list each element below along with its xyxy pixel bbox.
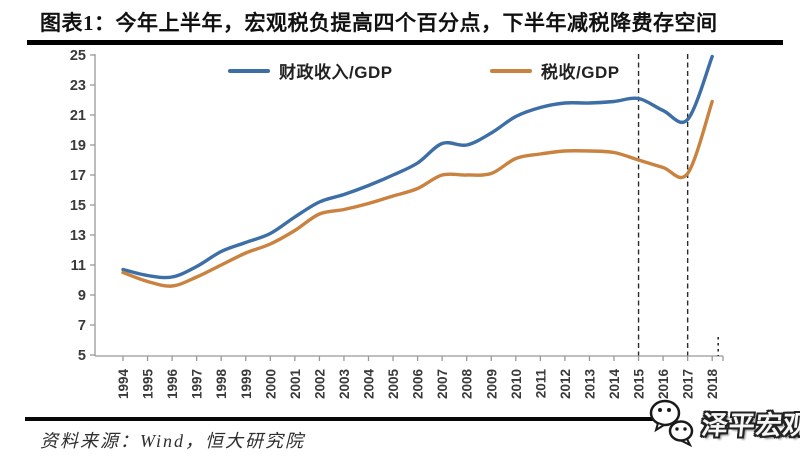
x-tick-label-2016: 2016 xyxy=(656,369,671,400)
x-tick-label-2003: 2003 xyxy=(337,369,352,400)
x-tick-label-2015: 2015 xyxy=(632,369,647,400)
y-tick-label: 17 xyxy=(70,168,86,184)
x-tick-label-2007: 2007 xyxy=(435,369,450,399)
x-tick-label-1996: 1996 xyxy=(165,369,180,400)
x-tick-label-2014: 2014 xyxy=(607,369,622,400)
x-tick-label-2012: 2012 xyxy=(558,369,573,399)
x-tick-label-2013: 2013 xyxy=(582,369,597,400)
legend-label-fiscal-revenue: 财政收入/GDP xyxy=(279,63,393,82)
chat-bubbles-icon xyxy=(649,399,694,448)
x-tick-label-2001: 2001 xyxy=(288,369,303,400)
y-tick-label: 5 xyxy=(78,348,86,364)
legend-item-tax: 税收/GDP xyxy=(490,58,620,83)
x-tick-label-1999: 1999 xyxy=(239,369,254,399)
x-tick-label-1995: 1995 xyxy=(141,369,156,400)
x-tick-label-2011: 2011 xyxy=(533,369,548,399)
x-tick-label-2002: 2002 xyxy=(312,369,327,399)
x-tick-label-2018: 2018 xyxy=(705,369,720,400)
fiscal-revenue-gdp-line xyxy=(121,54,714,280)
y-tick-label: 11 xyxy=(71,258,86,274)
x-tick-label-2000: 2000 xyxy=(263,369,278,399)
x-tick-label-1994: 1994 xyxy=(116,369,131,400)
y-tick-label: 15 xyxy=(70,198,86,214)
y-tick-label: 25 xyxy=(70,48,86,64)
y-tick-label: 23 xyxy=(70,78,86,94)
x-tick-label-2009: 2009 xyxy=(484,369,499,399)
legend-label-tax: 税收/GDP xyxy=(541,63,620,82)
fiscal-revenue-line-swatch xyxy=(228,68,270,73)
x-tick-label-2005: 2005 xyxy=(386,369,401,400)
x-tick-label-2017: 2017 xyxy=(681,369,696,399)
title-underline xyxy=(27,40,783,45)
y-tick-label: 13 xyxy=(70,228,86,244)
x-tick-label-2008: 2008 xyxy=(460,369,475,400)
y-tick-label: 19 xyxy=(70,138,86,154)
chart-title: 图表1：今年上半年，宏观税负提高四个百分点，下半年减税降费存空间 xyxy=(40,11,718,35)
x-tick-label-2004: 2004 xyxy=(362,369,377,400)
x-tick-label-1998: 1998 xyxy=(214,369,229,400)
tax-gdp-line xyxy=(121,99,714,288)
y-tick-label: 21 xyxy=(70,108,86,124)
x-tick-label-1997: 1997 xyxy=(190,369,205,399)
logo-text: 泽平宏观 xyxy=(700,409,800,440)
x-tick-label-2010: 2010 xyxy=(509,369,524,399)
source-note: 资料来源：Wind，恒大研究院 xyxy=(40,431,306,451)
y-tick-label: 7 xyxy=(78,318,86,334)
tax-line-swatch xyxy=(490,68,532,73)
legend-item-fiscal-revenue: 财政收入/GDP xyxy=(228,58,393,83)
y-tick-label: 9 xyxy=(78,288,86,304)
chart-legend: 财政收入/GDP 税收/GDP xyxy=(0,58,800,83)
zeping-macro-logo: 泽平宏观 xyxy=(646,396,800,450)
footer-rule xyxy=(25,417,675,421)
x-tick-label-2006: 2006 xyxy=(411,369,426,400)
